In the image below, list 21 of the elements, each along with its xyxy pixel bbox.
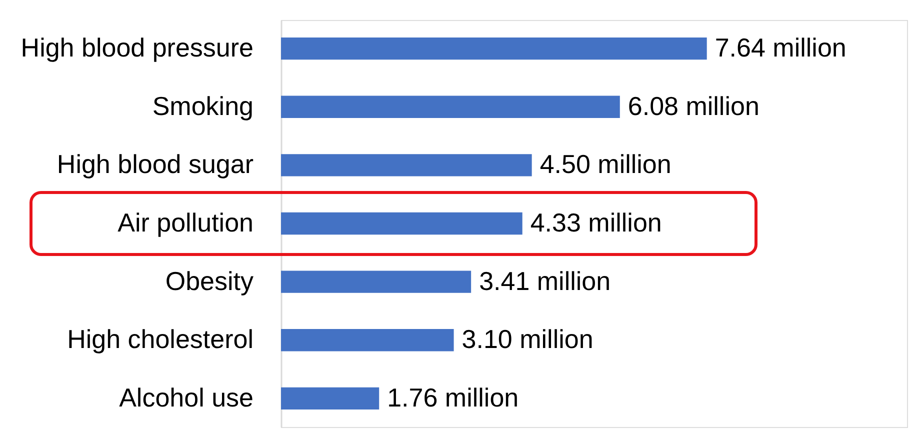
data-label: 7.64 million bbox=[714, 32, 846, 63]
y-tick-label: High blood pressure bbox=[20, 32, 254, 63]
data-label: 6.08 million bbox=[628, 90, 760, 121]
bar bbox=[281, 212, 522, 235]
data-label: 1.76 million bbox=[387, 382, 519, 412]
bar bbox=[281, 96, 620, 118]
y-tick-label: High cholesterol bbox=[67, 324, 254, 354]
y-tick-label: Alcohol use bbox=[119, 382, 254, 412]
bar bbox=[281, 387, 380, 410]
bar bbox=[281, 37, 707, 60]
bar bbox=[281, 329, 454, 352]
data-label: 3.41 million bbox=[479, 266, 611, 296]
data-label: 3.10 million bbox=[462, 324, 594, 354]
data-label: 4.50 million bbox=[540, 149, 672, 180]
y-tick-label: Air pollution bbox=[118, 208, 254, 238]
data-label: 4.33 million bbox=[530, 208, 662, 238]
y-tick-label: Smoking bbox=[152, 90, 254, 121]
bar bbox=[281, 270, 472, 293]
y-tick-label: Obesity bbox=[165, 266, 254, 296]
y-tick-label: High blood sugar bbox=[56, 149, 254, 180]
bar bbox=[281, 154, 532, 176]
